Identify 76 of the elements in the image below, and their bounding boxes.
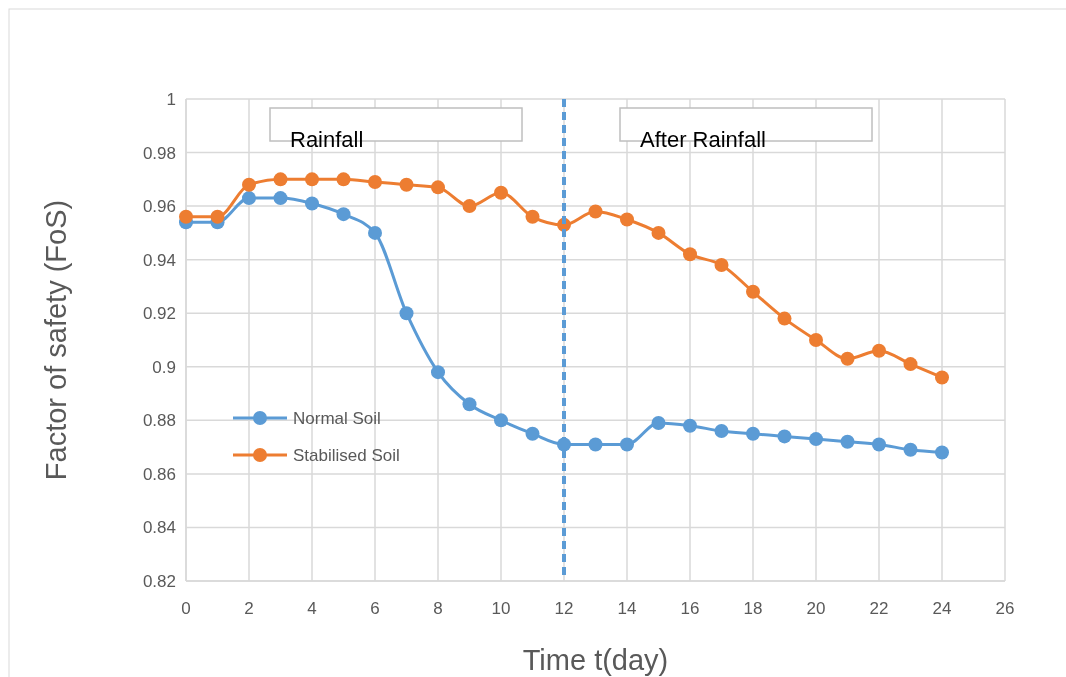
y-tick-label: 0.94 [142,250,176,270]
x-tick-label: 2 [244,599,254,618]
point [273,172,288,187]
point [336,207,351,222]
y-tick-label: 0.84 [142,518,176,538]
point [368,225,382,240]
x-tick-label: 24 [932,599,952,618]
x-axis-title: Time t(day) [522,644,669,676]
point [305,172,319,187]
point [210,209,225,224]
point [179,209,193,224]
point [903,442,918,457]
x-tick-label: 10 [491,599,511,618]
point [305,196,319,211]
point [588,204,603,219]
point [336,172,351,187]
point [746,284,760,299]
point [903,357,918,372]
y-tick-label: 0.88 [142,411,176,431]
point [714,424,729,439]
point [242,191,256,206]
point [809,432,823,447]
point [431,180,445,195]
y-tick-label: 0.86 [142,464,176,484]
x-tick-label: 26 [995,599,1015,618]
point [935,445,949,460]
point [872,343,886,358]
point [714,258,729,273]
point [525,426,540,441]
x-tick-label: 8 [433,599,443,618]
point [368,175,382,190]
point [431,365,445,380]
y-tick-label: 0.82 [142,571,176,591]
point [525,209,540,224]
x-tick-label: 6 [370,599,380,618]
point [651,416,666,431]
point [620,437,634,452]
point [494,413,508,428]
point [935,370,949,385]
y-axis-title: Factor of safety (FoS) [40,199,72,481]
point [872,437,886,452]
point [777,429,792,444]
point [242,177,256,192]
point [840,434,855,449]
point [620,212,634,227]
point [651,225,666,240]
legend-label: Stabilised Soil [293,445,400,465]
point [588,437,603,452]
point [840,351,855,366]
point [683,247,697,262]
x-tick-label: 14 [617,599,637,618]
point [462,199,477,214]
x-tick-label: 20 [806,599,826,618]
annotation: Rainfall [290,127,364,152]
y-tick-label: 1 [166,89,176,109]
y-tick-label: 0.92 [142,304,176,324]
x-tick-label: 18 [743,599,763,618]
y-tick-label: 0.9 [152,357,176,377]
point [399,306,414,321]
y-tick-label: 0.96 [142,197,176,217]
annotation: After Rainfall [640,127,766,152]
point [777,311,792,326]
x-tick-label: 0 [181,599,191,618]
legend-label: Normal Soil [293,408,381,428]
x-tick-label: 4 [307,599,317,618]
point [683,418,697,433]
x-tick-label: 22 [869,599,889,618]
y-tick-label: 0.98 [142,143,176,163]
point [273,191,288,206]
point [746,426,760,441]
x-tick-label: 16 [680,599,700,618]
point [494,185,508,200]
x-tick-label: 12 [554,599,574,618]
point [462,397,477,412]
point [809,333,823,347]
point [399,177,414,192]
